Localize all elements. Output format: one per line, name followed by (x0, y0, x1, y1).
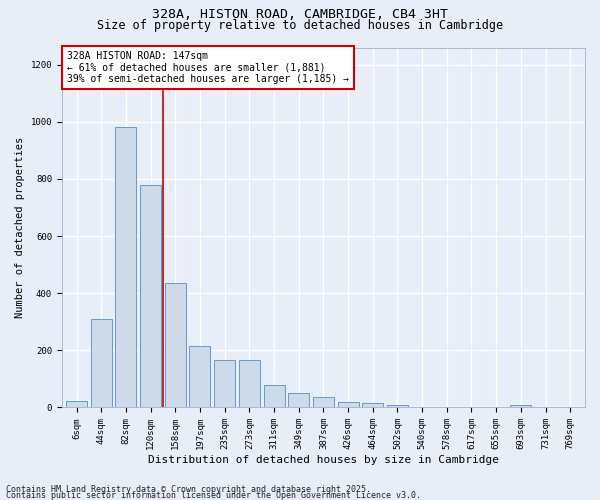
Bar (115, 128, 136, 407)
Text: Size of property relative to detached houses in Cambridge: Size of property relative to detached ho… (97, 18, 503, 32)
Bar (190, 346, 211, 408)
Text: 328A HISTON ROAD: 147sqm
← 61% of detached houses are smaller (1,881)
39% of sem: 328A HISTON ROAD: 147sqm ← 61% of detach… (67, 51, 349, 84)
Y-axis label: Number of detached properties: Number of detached properties (15, 137, 25, 318)
Text: 328A, HISTON ROAD, CAMBRIDGE, CB4 3HT: 328A, HISTON ROAD, CAMBRIDGE, CB4 3HT (152, 8, 448, 20)
Bar (239, 360, 260, 408)
Bar (263, 384, 284, 407)
Text: Contains HM Land Registry data © Crown copyright and database right 2025.: Contains HM Land Registry data © Crown c… (6, 485, 371, 494)
Bar (387, 404, 408, 407)
Bar (338, 402, 359, 407)
Bar (214, 360, 235, 408)
Bar (313, 398, 334, 407)
Bar (140, 184, 161, 408)
Bar (511, 405, 532, 407)
Bar (66, 401, 87, 407)
Bar (362, 403, 383, 407)
Bar (165, 283, 186, 408)
Bar (91, 320, 112, 408)
X-axis label: Distribution of detached houses by size in Cambridge: Distribution of detached houses by size … (148, 455, 499, 465)
Text: Contains public sector information licensed under the Open Government Licence v3: Contains public sector information licen… (6, 491, 421, 500)
Bar (288, 392, 309, 407)
